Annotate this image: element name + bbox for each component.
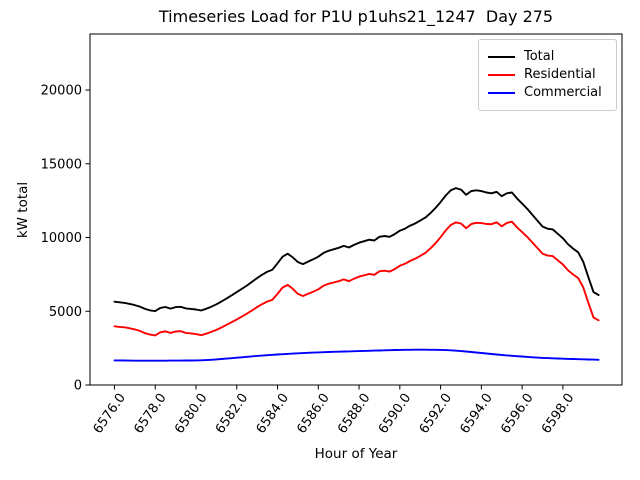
x-tick-label: 6582.0 <box>213 391 251 437</box>
x-tick-label: 6598.0 <box>539 391 577 437</box>
legend-commercial-label: Commercial <box>524 85 602 100</box>
legend-entry-total: Total <box>488 48 607 66</box>
legend-residential-label: Residential <box>524 67 596 82</box>
x-tick-label: 6586.0 <box>294 391 332 437</box>
x-tick-label: 6584.0 <box>254 391 292 437</box>
plot-border <box>89 33 623 386</box>
x-tick-label: 6580.0 <box>172 391 210 437</box>
y-tick-label: 15000 <box>41 157 82 172</box>
x-tick-label: 6592.0 <box>417 391 455 437</box>
chart-title: Timeseries Load for P1U p1uhs21_1247 Day… <box>158 7 554 26</box>
legend: Total Residential Commercial <box>478 39 617 111</box>
legend-commercial-swatch <box>488 92 515 94</box>
y-tick-label: 5000 <box>49 305 82 320</box>
legend-residential-swatch <box>488 74 515 76</box>
series-total-line <box>113 187 600 313</box>
series-residential-line <box>113 220 600 337</box>
series-commercial-line <box>113 348 600 362</box>
y-tick-label: 20000 <box>41 84 82 99</box>
legend-total-label: Total <box>524 49 555 64</box>
x-axis-label: Hour of Year <box>314 446 398 462</box>
legend-entry-commercial: Commercial <box>488 84 607 102</box>
x-tick-label: 6588.0 <box>335 391 373 437</box>
legend-entry-residential: Residential <box>488 66 607 84</box>
x-tick-label: 6594.0 <box>457 391 495 437</box>
x-tick-label: 6596.0 <box>498 391 536 437</box>
x-tick-label: 6578.0 <box>131 391 169 437</box>
y-tick-label: 10000 <box>41 231 82 246</box>
x-tick-label: 6576.0 <box>91 391 129 437</box>
y-tick-label: 0 <box>74 379 82 394</box>
x-tick-label: 6590.0 <box>376 391 414 437</box>
legend-total-swatch <box>488 56 515 58</box>
